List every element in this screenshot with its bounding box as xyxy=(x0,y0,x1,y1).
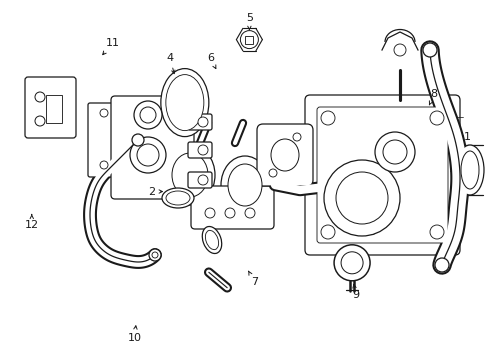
Circle shape xyxy=(393,44,405,56)
Circle shape xyxy=(240,31,258,49)
Circle shape xyxy=(382,140,406,164)
Circle shape xyxy=(333,245,369,281)
Circle shape xyxy=(292,133,301,141)
Ellipse shape xyxy=(162,188,194,208)
FancyBboxPatch shape xyxy=(257,124,312,186)
Text: 3: 3 xyxy=(362,226,374,237)
FancyBboxPatch shape xyxy=(305,95,459,255)
Ellipse shape xyxy=(165,191,190,205)
FancyBboxPatch shape xyxy=(25,77,76,138)
Text: 2: 2 xyxy=(148,186,162,197)
Ellipse shape xyxy=(455,145,483,195)
Circle shape xyxy=(429,111,443,125)
Circle shape xyxy=(134,101,162,129)
Circle shape xyxy=(132,134,143,146)
FancyBboxPatch shape xyxy=(187,172,212,188)
Circle shape xyxy=(149,249,161,261)
Circle shape xyxy=(198,175,207,185)
Circle shape xyxy=(374,132,414,172)
Text: 9: 9 xyxy=(352,284,359,300)
FancyBboxPatch shape xyxy=(187,142,212,158)
Ellipse shape xyxy=(270,139,298,171)
Circle shape xyxy=(324,160,399,236)
Text: 6: 6 xyxy=(206,53,215,68)
Circle shape xyxy=(204,208,215,218)
Text: 11: 11 xyxy=(102,38,119,55)
Circle shape xyxy=(224,208,235,218)
Circle shape xyxy=(268,169,276,177)
Ellipse shape xyxy=(227,164,262,206)
Circle shape xyxy=(244,208,254,218)
Circle shape xyxy=(335,172,387,224)
Circle shape xyxy=(198,117,207,127)
Ellipse shape xyxy=(172,153,207,197)
Circle shape xyxy=(140,107,156,123)
Ellipse shape xyxy=(221,156,268,214)
Circle shape xyxy=(341,252,362,274)
Circle shape xyxy=(35,116,45,126)
FancyBboxPatch shape xyxy=(88,103,122,177)
Ellipse shape xyxy=(164,145,215,205)
Circle shape xyxy=(422,43,436,57)
Bar xyxy=(46,95,62,123)
Circle shape xyxy=(35,92,45,102)
Ellipse shape xyxy=(161,69,208,136)
Text: 10: 10 xyxy=(127,326,141,343)
Circle shape xyxy=(100,161,108,169)
Ellipse shape xyxy=(205,230,218,249)
Text: 4: 4 xyxy=(166,53,175,74)
FancyBboxPatch shape xyxy=(316,107,447,243)
FancyBboxPatch shape xyxy=(187,114,212,130)
Ellipse shape xyxy=(165,75,203,131)
Ellipse shape xyxy=(460,151,478,189)
Circle shape xyxy=(100,109,108,117)
Circle shape xyxy=(320,111,334,125)
FancyBboxPatch shape xyxy=(191,186,273,229)
Text: 12: 12 xyxy=(25,215,39,230)
Circle shape xyxy=(152,252,158,258)
Circle shape xyxy=(320,225,334,239)
Ellipse shape xyxy=(202,226,221,253)
Text: 5: 5 xyxy=(245,13,252,30)
Text: 7: 7 xyxy=(248,271,257,287)
Circle shape xyxy=(429,225,443,239)
Text: 8: 8 xyxy=(428,89,437,105)
FancyBboxPatch shape xyxy=(111,96,194,199)
Bar xyxy=(245,36,253,44)
Circle shape xyxy=(434,258,448,272)
Circle shape xyxy=(198,145,207,155)
Circle shape xyxy=(137,144,159,166)
Circle shape xyxy=(130,137,165,173)
Text: 1: 1 xyxy=(454,132,469,152)
